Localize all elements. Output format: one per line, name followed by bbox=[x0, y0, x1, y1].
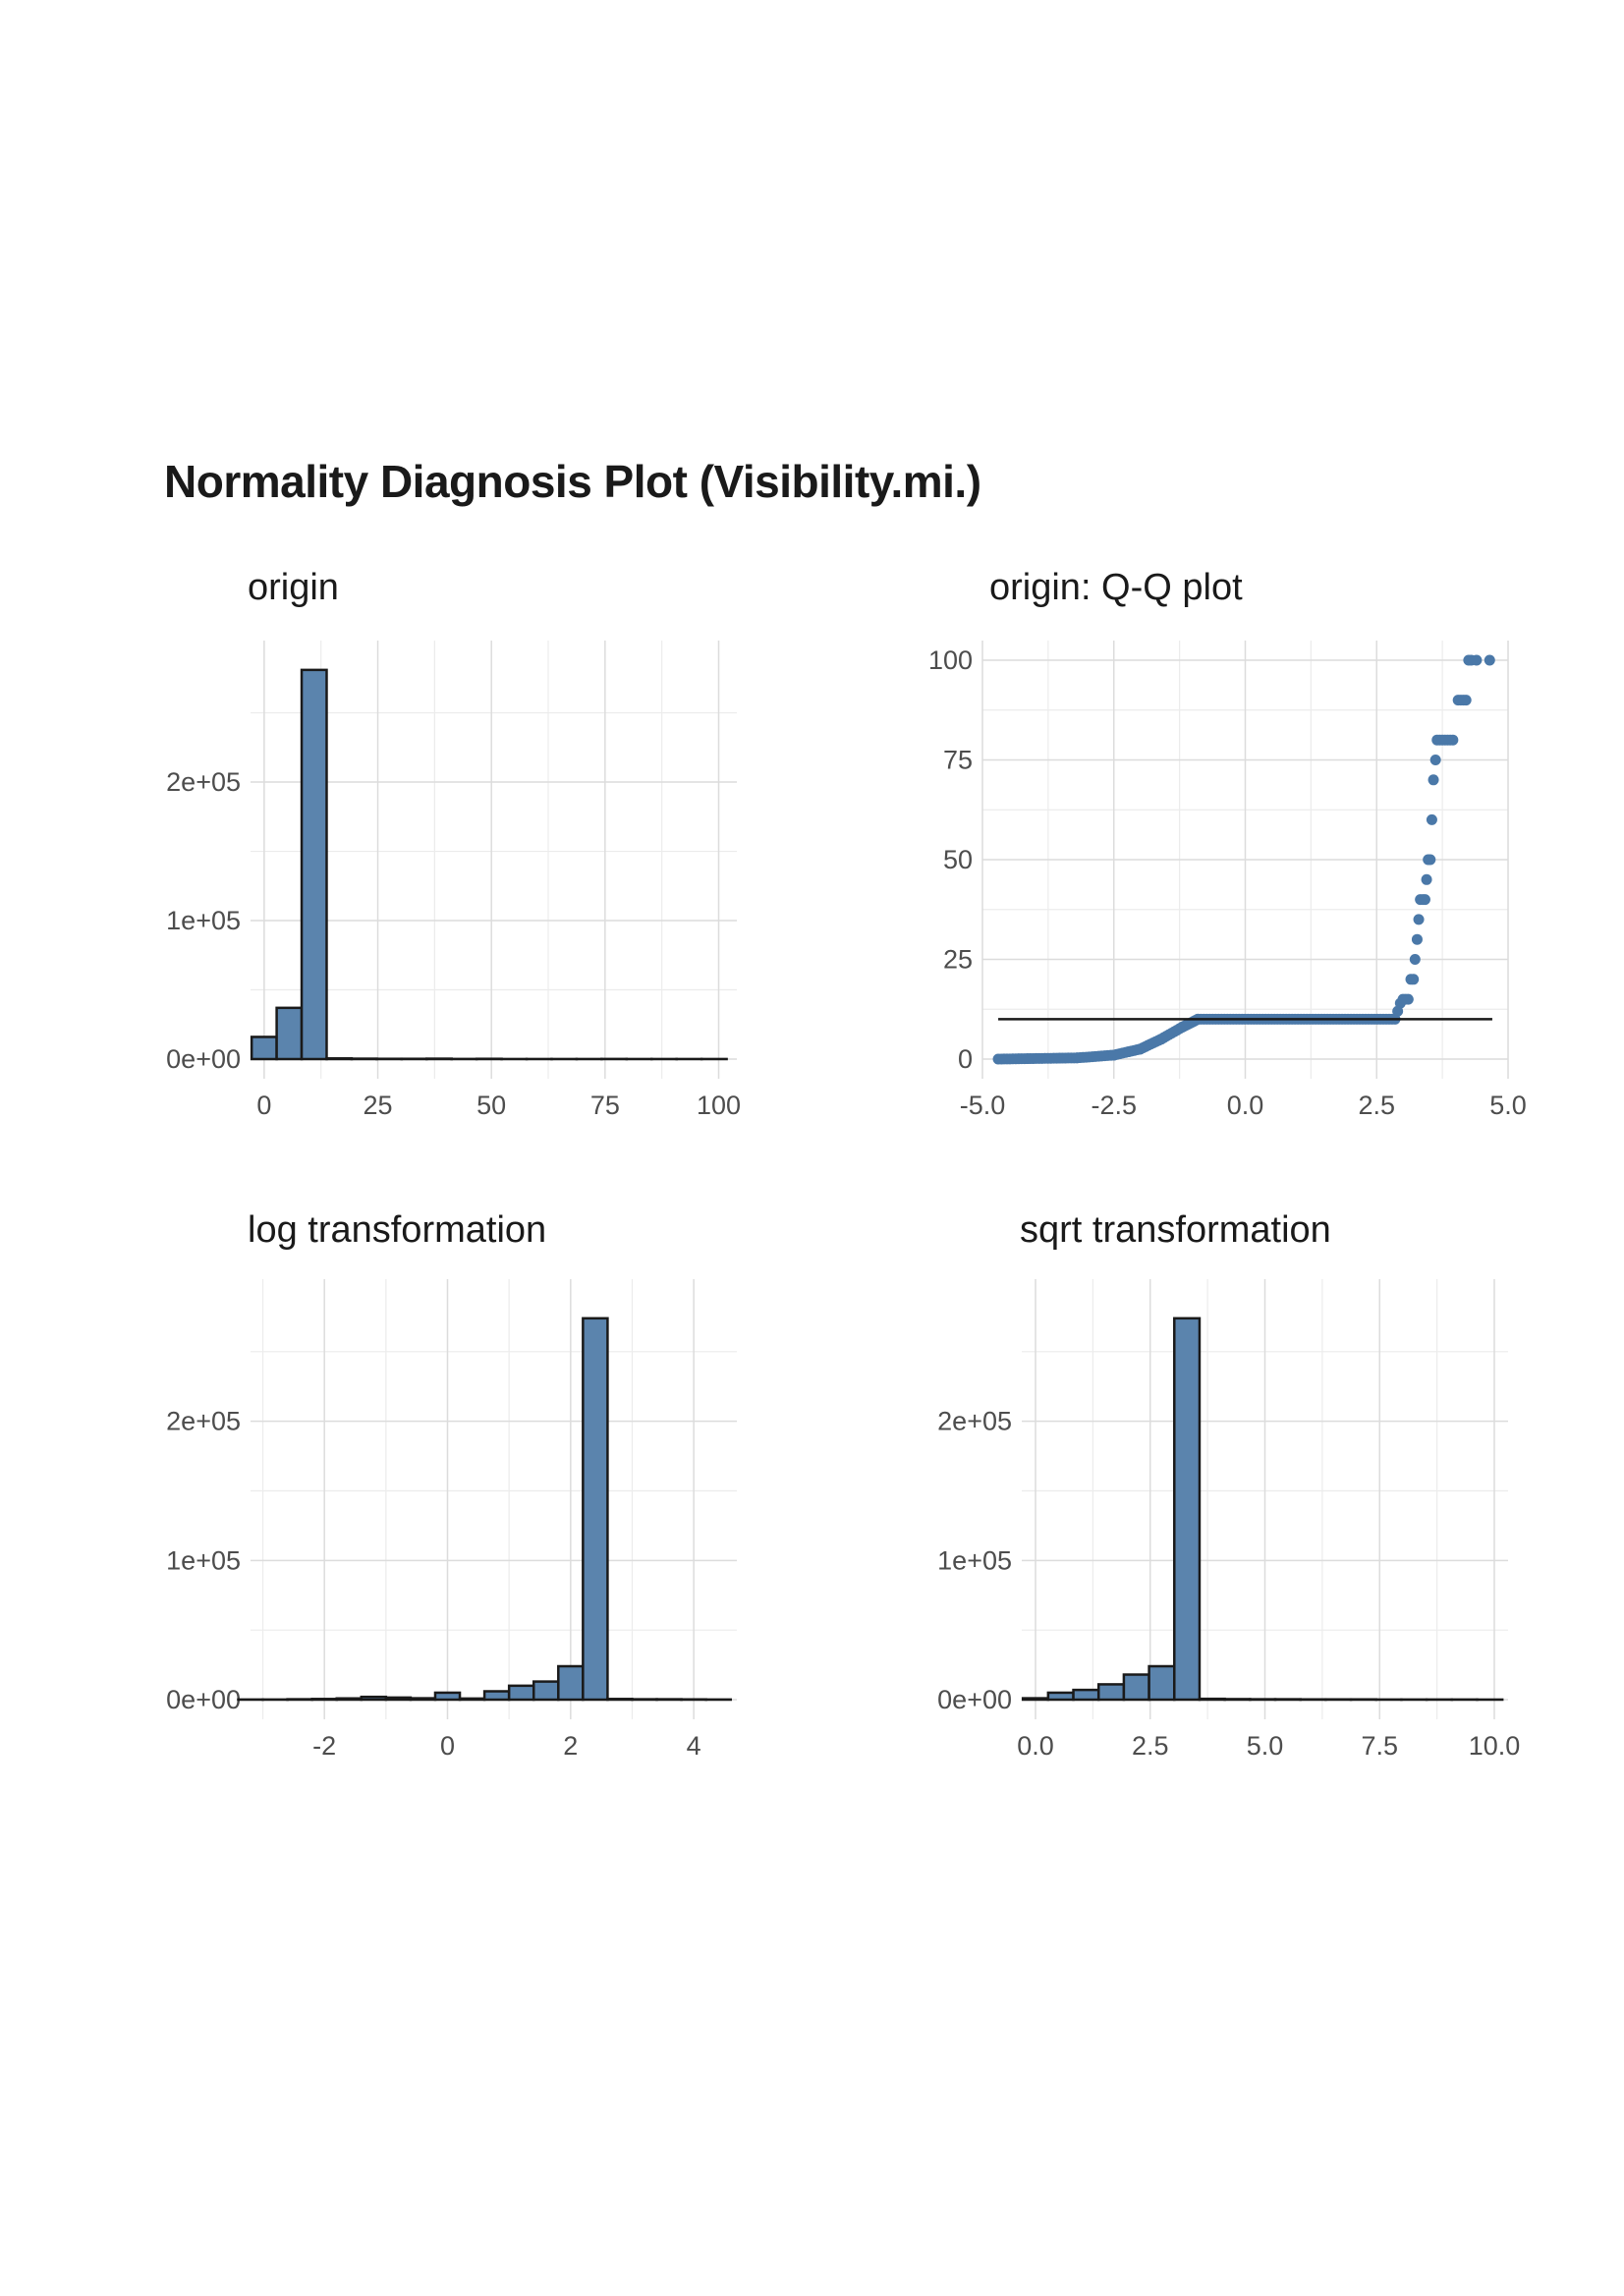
gridlines bbox=[251, 1279, 737, 1719]
histogram-bar bbox=[557, 1664, 585, 1702]
y-tick-label: 75 bbox=[943, 746, 973, 775]
qq-point bbox=[1402, 993, 1414, 1005]
histogram-bars bbox=[237, 1316, 732, 1702]
qq-point bbox=[1429, 755, 1441, 765]
qq-point bbox=[1425, 854, 1436, 866]
panel-log: log transformation -2 0 2 4 0e+00 1e+05 2e+05 bbox=[166, 1209, 737, 1761]
page-title: Normality Diagnosis Plot (Visibility.mi.… bbox=[164, 456, 981, 507]
qq-point bbox=[1413, 914, 1425, 925]
y-tick-label: 1e+05 bbox=[166, 1545, 241, 1575]
qq-point bbox=[1428, 774, 1439, 786]
y-tick-label: 0e+00 bbox=[166, 1044, 241, 1074]
y-tick-label: 1e+05 bbox=[166, 906, 241, 935]
y-tick-label: 0e+00 bbox=[937, 1685, 1012, 1714]
x-tick-label: 50 bbox=[476, 1091, 506, 1120]
x-tick-label: -2.5 bbox=[1091, 1091, 1137, 1120]
qq-point bbox=[1447, 734, 1459, 746]
qq-point bbox=[1484, 654, 1495, 666]
panel-qq: origin: Q-Q plot -5.0 -2.5 0.0 2.5 5.0 0 25 50 75… bbox=[928, 567, 1527, 1120]
qq-point bbox=[1408, 974, 1420, 985]
panel-title-sqrt: sqrt transformation bbox=[1020, 1209, 1331, 1251]
histogram-bar bbox=[310, 1698, 338, 1702]
panel-title-qq: origin: Q-Q plot bbox=[989, 567, 1243, 608]
histogram-bar bbox=[325, 1057, 354, 1061]
qq-point bbox=[1421, 873, 1432, 885]
histogram-bars bbox=[250, 668, 728, 1061]
histogram-bar bbox=[335, 1697, 364, 1702]
qq-point bbox=[1460, 695, 1472, 706]
panel-sqrt: sqrt transformation 0.0 2.5 5.0 7.5 10.0 0e+00… bbox=[937, 1209, 1520, 1761]
y-tick-label: 25 bbox=[943, 945, 973, 975]
x-tick-label: 0 bbox=[440, 1731, 455, 1761]
histogram-bar bbox=[275, 1006, 304, 1061]
y-tick-label: 1e+05 bbox=[937, 1545, 1012, 1575]
histogram-bar bbox=[507, 1684, 535, 1702]
histogram-bar bbox=[250, 1036, 278, 1061]
y-tick-label: 0e+00 bbox=[166, 1685, 241, 1714]
x-tick-label: 0.0 bbox=[1227, 1091, 1264, 1120]
histogram-bar bbox=[360, 1695, 388, 1702]
x-tick-label: 2.5 bbox=[1358, 1091, 1395, 1120]
x-tick-label: 4 bbox=[687, 1731, 701, 1761]
panel-title-log: log transformation bbox=[248, 1209, 546, 1251]
qq-point bbox=[1411, 933, 1423, 945]
histogram-bar bbox=[409, 1697, 437, 1702]
qq-point bbox=[1419, 894, 1430, 906]
y-tick-label: 2e+05 bbox=[166, 767, 241, 797]
histogram-bar bbox=[1122, 1673, 1150, 1702]
histogram-bar bbox=[1173, 1316, 1202, 1702]
histogram-bars bbox=[1021, 1316, 1504, 1702]
y-tick-label: 100 bbox=[928, 645, 973, 675]
x-tick-label: 5.0 bbox=[1489, 1091, 1527, 1120]
histogram-bar bbox=[482, 1690, 511, 1702]
histogram-bar bbox=[532, 1680, 560, 1702]
x-tick-label: 100 bbox=[697, 1091, 741, 1120]
histogram-bar bbox=[1072, 1688, 1100, 1702]
x-tick-label: 25 bbox=[364, 1091, 393, 1120]
x-tick-label: 2 bbox=[563, 1731, 578, 1761]
x-tick-label: -5.0 bbox=[960, 1091, 1006, 1120]
histogram-bar bbox=[1148, 1664, 1176, 1702]
qq-point bbox=[1426, 813, 1437, 825]
x-tick-label: 2.5 bbox=[1132, 1731, 1169, 1761]
qq-point bbox=[1471, 654, 1483, 666]
panel-origin: origin 0 25 50 75 100 0e+00 1e+05 2e+05 bbox=[166, 567, 741, 1120]
x-tick-label: -2 bbox=[312, 1731, 336, 1761]
x-tick-label: 7.5 bbox=[1361, 1731, 1398, 1761]
gridlines bbox=[981, 641, 1509, 1079]
y-tick-label: 50 bbox=[943, 845, 973, 874]
histogram-bar bbox=[1198, 1697, 1226, 1702]
histogram-bar bbox=[1021, 1697, 1050, 1702]
histogram-bar bbox=[1223, 1698, 1252, 1702]
panel-title-origin: origin bbox=[248, 567, 339, 608]
histogram-bar bbox=[300, 668, 328, 1061]
histogram-bar bbox=[1096, 1683, 1126, 1702]
histogram-bar bbox=[582, 1316, 609, 1702]
histogram-bar bbox=[384, 1696, 413, 1702]
gridlines bbox=[1022, 1279, 1508, 1719]
y-tick-label: 2e+05 bbox=[166, 1407, 241, 1436]
y-tick-label: 2e+05 bbox=[937, 1407, 1012, 1436]
gridlines bbox=[251, 641, 737, 1079]
x-tick-label: 75 bbox=[590, 1091, 620, 1120]
qq-point bbox=[1409, 954, 1421, 965]
x-tick-label: 0 bbox=[256, 1091, 271, 1120]
histogram-bar bbox=[1046, 1691, 1075, 1702]
histogram-bar bbox=[606, 1698, 634, 1702]
x-tick-label: 5.0 bbox=[1247, 1731, 1284, 1761]
y-tick-label: 0 bbox=[958, 1044, 973, 1074]
histogram-bar bbox=[458, 1697, 486, 1702]
histogram-bar bbox=[433, 1691, 462, 1702]
x-tick-label: 0.0 bbox=[1017, 1731, 1054, 1761]
x-tick-label: 10.0 bbox=[1469, 1731, 1521, 1761]
